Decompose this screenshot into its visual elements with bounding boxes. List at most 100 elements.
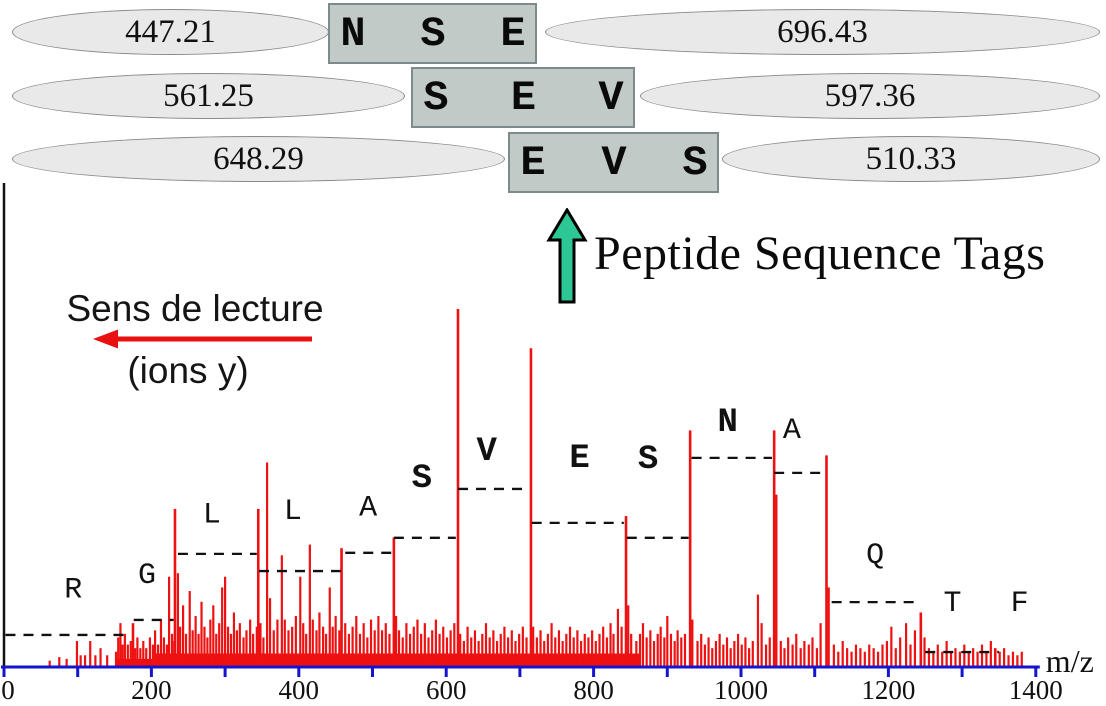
y-ion-peak-G [173,508,177,666]
noise-peak [673,641,676,666]
noise-peak [881,644,884,666]
y-ion-peak-N [772,430,776,666]
noise-peak [242,637,245,666]
noise-peak [449,630,452,666]
noise-peak [123,633,126,666]
noise-peak [627,605,630,666]
tag-box-nse: N S E [328,3,537,64]
noise-peak [783,648,786,666]
noise-peak [466,626,469,666]
noise-peak [151,644,154,666]
noise-peak [700,633,703,666]
noise-peak [807,644,810,666]
noise-peak [366,637,369,666]
x-tick-label-600: 600 [426,675,467,705]
noise-peak [736,633,740,666]
noise-peak [561,641,564,666]
mass-ellipse-510: 510.33 [722,136,1100,182]
noise-peak [872,648,875,666]
noise-peak [1011,651,1015,666]
noise-peak [394,616,398,666]
x-tick-label-200: 200 [131,675,172,705]
noise-peak [760,623,763,666]
noise-peak [434,619,437,666]
noise-peak [117,637,120,666]
noise-peak [764,644,768,666]
noise-peak [377,616,380,666]
noise-peak [318,612,321,666]
noise-peak [711,648,714,666]
noise-peak [221,587,224,666]
noise-peak [252,633,255,666]
noise-peak [913,630,917,666]
noise-peak [811,637,814,666]
tag-box-sev: S E V [411,67,635,128]
noise-peak [744,637,747,666]
noise-peak [557,630,561,666]
noise-peak [976,651,979,666]
noise-peak [756,594,760,666]
noise-peak [676,630,679,666]
noise-peak [136,637,139,666]
noise-peak [442,626,445,666]
noise-peak [308,544,311,666]
y-ion-peak-L [256,508,260,666]
noise-peak [954,648,957,666]
tag-letter: V [598,73,624,122]
residue-label-F: F [1011,587,1029,621]
x-tick-label-800: 800 [573,675,614,705]
noise-peak [181,605,185,666]
noise-peak [176,573,180,666]
noise-peak [859,648,862,666]
noise-peak [75,641,79,666]
tag-letter: S [420,9,446,58]
noise-peak [989,641,992,666]
tag-letter: N [340,9,366,58]
noise-peak [232,612,236,666]
noise-peak [507,637,510,666]
noise-peak [927,648,931,666]
noise-peak [819,623,822,666]
noise-peak [1020,651,1023,666]
noise-peak [649,630,652,666]
noise-peak [351,626,354,666]
noise-peak [369,619,373,666]
mass-value: 561.25 [163,77,254,114]
noise-peak [863,651,866,666]
noise-peak [139,648,142,666]
noise-peak [850,651,853,666]
noise-peak [445,637,449,666]
up-arrow-shape [546,208,588,304]
noise-peak [287,630,290,666]
noise-peak [565,633,568,666]
noise-peak [162,637,166,666]
residue-label-N: N [718,404,738,442]
noise-peak [620,626,623,666]
noise-peak [890,626,893,666]
noise-peak [514,641,517,666]
noise-peak [722,644,725,666]
noise-peak [683,633,687,666]
y-ion-peak-Q [919,612,923,666]
noise-peak [591,630,594,666]
noise-peak [691,619,694,666]
noise-peak [218,623,221,666]
noise-peak [408,633,412,666]
noise-peak [669,633,673,666]
noise-peak [188,591,191,666]
noise-peak [470,637,473,666]
noise-peak [932,651,935,666]
mass-value: 696.43 [777,13,868,50]
up-arrow-icon [546,208,588,304]
noise-peak [153,630,157,666]
x-tick-label-1400: 1400 [1009,675,1063,705]
noise-peak [200,601,203,666]
noise-peak [885,641,889,666]
noise-peak [459,633,462,666]
noise-peak [703,644,706,666]
noise-peak [876,651,880,666]
x-tick-label-1000: 1000 [714,675,768,705]
noise-peak [605,637,608,666]
noise-peak [868,644,871,666]
